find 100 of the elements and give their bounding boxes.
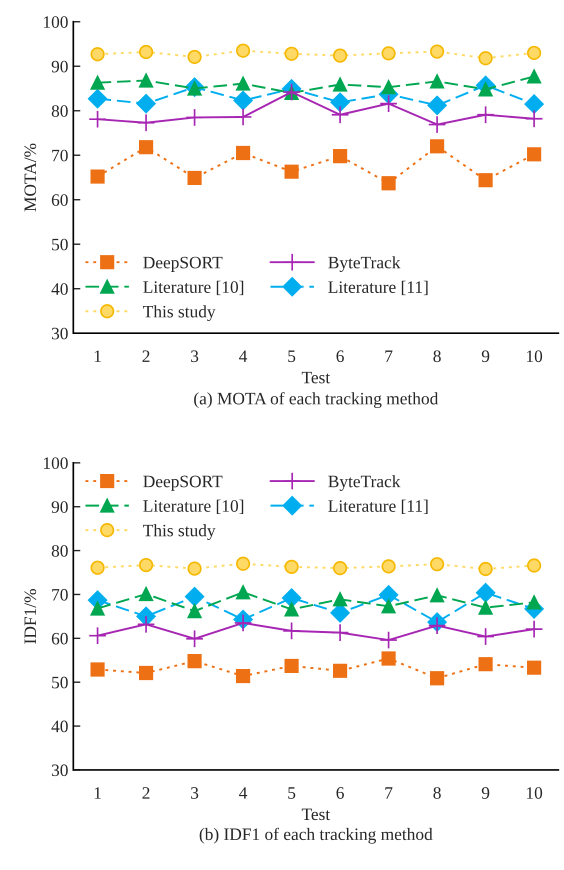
y-tick-label: 30 xyxy=(52,328,68,340)
point xyxy=(430,44,444,59)
point xyxy=(333,561,348,576)
x-tick-label: 7 xyxy=(385,350,392,362)
y-tick-label: 80 xyxy=(52,105,68,117)
point xyxy=(136,94,156,114)
point xyxy=(284,658,299,674)
point xyxy=(138,586,154,602)
legend-label: This study xyxy=(143,305,216,322)
point xyxy=(330,106,350,124)
point xyxy=(330,92,350,112)
x-tick-label: 9 xyxy=(482,787,490,799)
x-axis-title: Test xyxy=(302,808,330,820)
y-tick-label: 50 xyxy=(52,238,68,250)
x-tick-label: 4 xyxy=(239,350,248,362)
x-tick-label: 3 xyxy=(191,350,198,362)
point xyxy=(138,44,154,60)
y-axis-title: IDF1/% xyxy=(24,589,36,644)
point xyxy=(382,46,396,60)
x-tick-label: 7 xyxy=(385,787,392,799)
x-tick-label: 5 xyxy=(288,350,296,362)
point xyxy=(478,173,493,188)
point xyxy=(333,48,348,63)
point xyxy=(478,657,493,672)
point xyxy=(236,556,250,571)
point xyxy=(476,583,496,602)
point xyxy=(138,140,154,154)
x-tick-label: 8 xyxy=(433,350,441,362)
point xyxy=(430,74,444,88)
point xyxy=(88,626,107,645)
x-tick-label: 2 xyxy=(142,350,150,362)
point xyxy=(382,559,396,574)
point xyxy=(88,110,107,128)
point xyxy=(185,108,204,127)
x-tick-label: 1 xyxy=(94,787,101,799)
point xyxy=(90,170,105,184)
x-tick-label: 2 xyxy=(142,787,150,799)
text: (b) IDF1 of each tracking method xyxy=(200,828,433,844)
x-tick-label: 6 xyxy=(336,787,344,799)
y-tick-label: 90 xyxy=(52,501,68,513)
point xyxy=(284,164,299,179)
point xyxy=(333,77,348,92)
point xyxy=(527,660,542,675)
point xyxy=(185,630,204,648)
point xyxy=(234,614,252,632)
y-tick-label: 60 xyxy=(52,632,68,645)
point xyxy=(236,44,250,58)
text: (a) MOTA of each tracking method xyxy=(194,392,438,408)
point xyxy=(90,76,105,90)
point xyxy=(379,630,398,650)
x-tick-label: 10 xyxy=(526,787,542,799)
point xyxy=(382,176,396,190)
point xyxy=(233,90,253,110)
point xyxy=(476,627,495,646)
point xyxy=(330,623,350,642)
point xyxy=(382,80,396,94)
y-tick-label: 30 xyxy=(52,764,68,776)
point xyxy=(427,96,447,116)
y-tick-label: 70 xyxy=(52,588,68,601)
point xyxy=(333,664,348,678)
point xyxy=(138,73,154,88)
point xyxy=(236,585,250,600)
y-axis-title: MOTA/% xyxy=(24,144,36,212)
legend-label: ByteTrack xyxy=(328,256,400,272)
point xyxy=(428,616,446,635)
x-tick-label: 3 xyxy=(191,787,198,799)
y-tick-label: 50 xyxy=(52,676,68,688)
legend-label: DeepSORT xyxy=(143,476,222,491)
x-tick-label: 10 xyxy=(526,350,542,362)
point xyxy=(379,94,398,113)
point xyxy=(282,622,301,640)
point xyxy=(90,47,105,62)
point xyxy=(236,146,250,160)
point xyxy=(527,147,542,162)
point xyxy=(527,69,542,84)
point xyxy=(187,604,202,618)
point xyxy=(282,588,302,608)
point xyxy=(284,46,299,61)
legend-label: This study xyxy=(143,524,216,540)
y-tick-label: 70 xyxy=(52,150,68,162)
point xyxy=(430,557,444,572)
point xyxy=(524,94,544,114)
point xyxy=(138,558,154,572)
x-tick-label: 4 xyxy=(239,787,248,799)
legend-label: ByteTrack xyxy=(328,475,400,491)
point xyxy=(524,620,544,638)
point xyxy=(527,46,542,60)
point xyxy=(138,666,154,680)
point xyxy=(284,560,299,574)
legend-label: DeepSORT xyxy=(143,256,222,272)
point xyxy=(527,558,542,573)
point xyxy=(136,114,156,132)
point xyxy=(333,592,348,606)
y-tick-label: 60 xyxy=(52,194,68,206)
x-tick-label: 5 xyxy=(288,787,296,799)
point xyxy=(382,599,396,614)
point xyxy=(187,654,202,668)
point xyxy=(430,588,444,602)
point xyxy=(236,668,250,684)
point xyxy=(90,560,105,575)
